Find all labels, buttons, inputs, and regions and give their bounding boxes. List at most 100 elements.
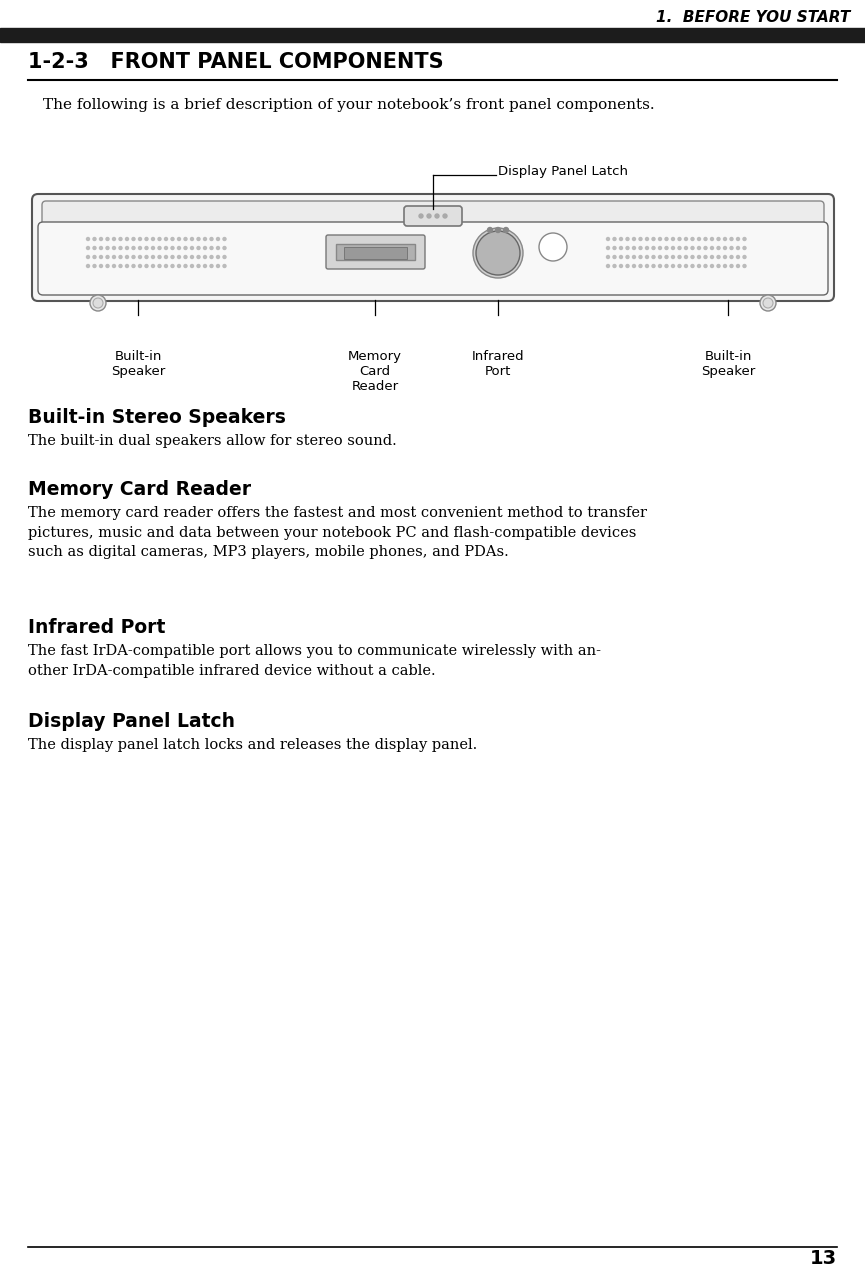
Circle shape	[717, 237, 720, 241]
Circle shape	[658, 237, 662, 241]
Circle shape	[164, 247, 168, 250]
Circle shape	[710, 265, 714, 267]
Circle shape	[171, 265, 174, 267]
Circle shape	[671, 237, 675, 241]
Circle shape	[652, 265, 655, 267]
Circle shape	[697, 247, 701, 250]
Circle shape	[177, 237, 181, 241]
Circle shape	[743, 265, 746, 267]
Circle shape	[652, 256, 655, 258]
Circle shape	[736, 265, 740, 267]
Circle shape	[619, 265, 623, 267]
Circle shape	[613, 256, 616, 258]
Text: The built-in dual speakers allow for stereo sound.: The built-in dual speakers allow for ste…	[28, 435, 397, 449]
Circle shape	[177, 247, 181, 250]
Circle shape	[138, 237, 142, 241]
Circle shape	[112, 247, 116, 250]
Circle shape	[106, 265, 109, 267]
Circle shape	[197, 237, 200, 241]
Circle shape	[112, 265, 116, 267]
Circle shape	[652, 237, 655, 241]
Circle shape	[132, 265, 135, 267]
Circle shape	[125, 265, 129, 267]
Circle shape	[184, 247, 187, 250]
Circle shape	[164, 256, 168, 258]
Circle shape	[145, 237, 148, 241]
Circle shape	[606, 265, 610, 267]
Circle shape	[723, 265, 727, 267]
Circle shape	[697, 256, 701, 258]
Circle shape	[99, 237, 102, 241]
FancyBboxPatch shape	[404, 207, 462, 226]
Circle shape	[145, 247, 148, 250]
Circle shape	[106, 237, 109, 241]
Circle shape	[665, 237, 668, 241]
Circle shape	[476, 231, 520, 275]
Circle shape	[210, 265, 213, 267]
Circle shape	[671, 247, 675, 250]
Circle shape	[639, 265, 642, 267]
Circle shape	[639, 256, 642, 258]
Circle shape	[710, 237, 714, 241]
Circle shape	[138, 265, 142, 267]
Circle shape	[177, 265, 181, 267]
Circle shape	[106, 256, 109, 258]
Circle shape	[197, 265, 200, 267]
Circle shape	[86, 247, 89, 250]
Circle shape	[743, 237, 746, 241]
Text: Built-in
Speaker: Built-in Speaker	[701, 350, 755, 378]
Circle shape	[216, 265, 220, 267]
Circle shape	[723, 247, 727, 250]
Circle shape	[626, 256, 629, 258]
Circle shape	[613, 247, 616, 250]
Circle shape	[119, 256, 122, 258]
Circle shape	[138, 256, 142, 258]
Circle shape	[539, 233, 567, 261]
Circle shape	[93, 265, 96, 267]
Circle shape	[763, 298, 773, 308]
Circle shape	[151, 237, 155, 241]
Circle shape	[190, 237, 194, 241]
Circle shape	[730, 237, 733, 241]
Circle shape	[632, 265, 636, 267]
Text: The memory card reader offers the fastest and most convenient method to transfer: The memory card reader offers the fastes…	[28, 506, 647, 559]
Circle shape	[164, 265, 168, 267]
Circle shape	[99, 265, 102, 267]
Circle shape	[132, 247, 135, 250]
Circle shape	[723, 237, 727, 241]
Circle shape	[704, 237, 707, 241]
Circle shape	[684, 237, 688, 241]
Circle shape	[626, 237, 629, 241]
Circle shape	[678, 256, 681, 258]
Circle shape	[684, 265, 688, 267]
Circle shape	[158, 256, 161, 258]
Text: Memory Card Reader: Memory Card Reader	[28, 480, 251, 499]
Text: 1.  BEFORE YOU START: 1. BEFORE YOU START	[656, 10, 850, 25]
Circle shape	[691, 237, 694, 241]
Circle shape	[717, 256, 720, 258]
Circle shape	[613, 237, 616, 241]
Circle shape	[197, 247, 200, 250]
Circle shape	[197, 256, 200, 258]
Circle shape	[626, 247, 629, 250]
Circle shape	[99, 256, 102, 258]
Circle shape	[86, 237, 89, 241]
Circle shape	[730, 256, 733, 258]
Text: Infrared Port: Infrared Port	[28, 618, 165, 637]
Circle shape	[691, 247, 694, 250]
FancyBboxPatch shape	[326, 234, 425, 269]
Circle shape	[606, 237, 610, 241]
Text: The following is a brief description of your notebook’s front panel components.: The following is a brief description of …	[43, 98, 655, 111]
Circle shape	[190, 265, 194, 267]
Circle shape	[184, 265, 187, 267]
Circle shape	[86, 265, 89, 267]
Circle shape	[652, 247, 655, 250]
Circle shape	[125, 247, 129, 250]
Circle shape	[132, 237, 135, 241]
Circle shape	[99, 247, 102, 250]
Circle shape	[645, 237, 649, 241]
Circle shape	[177, 256, 181, 258]
Circle shape	[626, 265, 629, 267]
Circle shape	[190, 256, 194, 258]
Circle shape	[112, 237, 116, 241]
